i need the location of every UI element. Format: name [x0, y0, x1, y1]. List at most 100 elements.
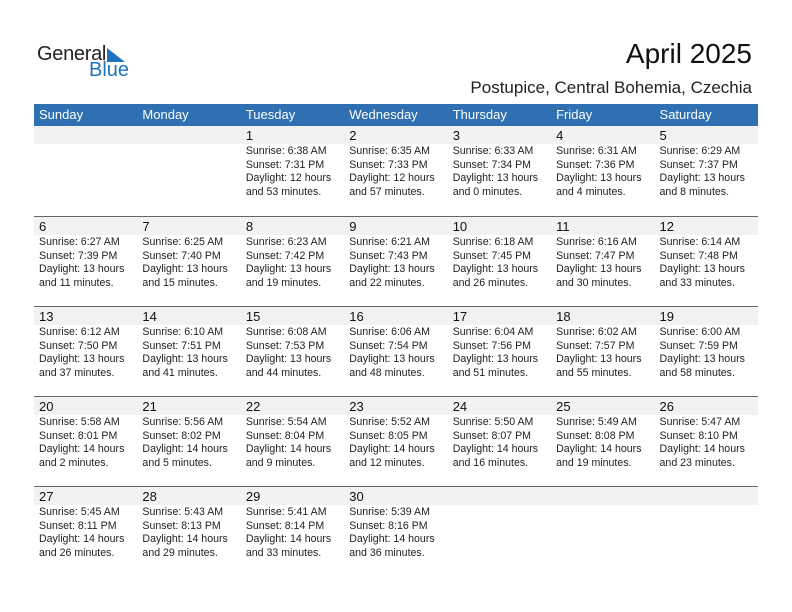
daylight-text: Daylight: 13 hours [245, 263, 332, 275]
day-number-band [34, 307, 758, 325]
daylight-text: Daylight: 13 hours [556, 172, 642, 184]
day-cell: 3 Sunrise: 6:33 AM Sunset: 7:34 PM Daylight… [448, 126, 551, 199]
day-number-band [34, 397, 758, 415]
empty-day-cell [448, 487, 551, 560]
sunset-text: Sunset: 8:16 PM [349, 519, 428, 532]
daylight-text: Daylight: 14 hours [142, 443, 228, 455]
sunrise-text: Sunrise: 6:27 AM [39, 236, 120, 248]
daylight-text: and 29 minutes. [142, 546, 218, 559]
daylight-text: Daylight: 14 hours [245, 533, 332, 545]
daylight-text: and 0 minutes. [452, 185, 523, 198]
daylight-text: and 44 minutes. [245, 366, 322, 379]
weekday-saturday: Saturday [659, 107, 712, 122]
sunrise-text: Sunrise: 5:49 AM [556, 416, 637, 428]
day-number: 17 [452, 309, 468, 324]
week-row: 6 Sunrise: 6:27 AM Sunset: 7:39 PM Daylight… [34, 216, 758, 306]
sunset-text: Sunset: 7:53 PM [245, 339, 325, 352]
day-number: 30 [349, 489, 364, 504]
daylight-text: and 51 minutes. [452, 366, 529, 379]
daylight-text: Daylight: 14 hours [142, 533, 228, 545]
daylight-text: Daylight: 13 hours [142, 263, 228, 275]
daylight-text: and 41 minutes. [142, 366, 218, 379]
day-cell: 13 Sunrise: 6:12 AM Sunset: 7:50 PM Dayligh… [34, 307, 137, 380]
sunrise-text: Sunrise: 6:16 AM [556, 236, 637, 248]
sunset-text: Sunset: 8:08 PM [556, 429, 635, 442]
daylight-text: and 57 minutes. [349, 185, 425, 198]
day-number: 10 [452, 219, 468, 234]
day-cell: 12 Sunrise: 6:14 AM Sunset: 7:48 PM Dayligh… [655, 217, 758, 290]
day-number: 24 [452, 399, 468, 414]
page-title: April 2025 [625, 38, 752, 69]
daylight-text: and 23 minutes. [659, 456, 735, 469]
day-cell: 21 Sunrise: 5:56 AM Sunset: 8:02 PM Dayligh… [137, 397, 240, 470]
sunset-text: Sunset: 7:48 PM [659, 249, 738, 262]
sunrise-text: Sunrise: 5:41 AM [245, 506, 327, 518]
daylight-text: Daylight: 14 hours [452, 443, 539, 455]
day-number: 29 [245, 489, 261, 504]
day-cell: 9 Sunrise: 6:21 AM Sunset: 7:43 PM Daylight… [344, 217, 447, 290]
sunset-text: Sunset: 7:54 PM [349, 339, 428, 352]
sunset-text: Sunset: 7:34 PM [452, 158, 532, 171]
daylight-text: Daylight: 13 hours [452, 353, 539, 365]
sunset-text: Sunset: 8:04 PM [245, 429, 325, 442]
day-number: 12 [659, 219, 674, 234]
sunrise-text: Sunrise: 6:33 AM [452, 145, 534, 157]
logo: General Blue [37, 43, 137, 83]
sunset-text: Sunset: 7:47 PM [556, 249, 635, 262]
daylight-text: Daylight: 13 hours [452, 172, 539, 184]
sunset-text: Sunset: 7:31 PM [245, 158, 325, 171]
sunrise-text: Sunrise: 5:56 AM [142, 416, 224, 428]
daylight-text: and 15 minutes. [142, 276, 218, 289]
day-cell: 8 Sunrise: 6:23 AM Sunset: 7:42 PM Daylight… [241, 217, 344, 290]
sunrise-text: Sunrise: 5:43 AM [142, 506, 224, 518]
day-cell: 6 Sunrise: 6:27 AM Sunset: 7:39 PM Daylight… [34, 217, 137, 290]
day-cell: 10 Sunrise: 6:18 AM Sunset: 7:45 PM Dayligh… [448, 217, 551, 290]
day-cell: 16 Sunrise: 6:06 AM Sunset: 7:54 PM Dayligh… [344, 307, 447, 380]
sunrise-text: Sunrise: 6:21 AM [349, 236, 430, 248]
day-cell: 26 Sunrise: 5:47 AM Sunset: 8:10 PM Dayligh… [655, 397, 758, 470]
sunset-text: Sunset: 8:05 PM [349, 429, 428, 442]
sunset-text: Sunset: 8:01 PM [39, 429, 118, 442]
daylight-text: Daylight: 13 hours [39, 353, 125, 365]
sunset-text: Sunset: 7:56 PM [452, 339, 532, 352]
day-number: 15 [245, 309, 261, 324]
day-cell: 19 Sunrise: 6:00 AM Sunset: 7:59 PM Dayligh… [655, 307, 758, 380]
day-number: 25 [556, 399, 571, 414]
daylight-text: and 48 minutes. [349, 366, 425, 379]
day-number-band [34, 217, 758, 235]
logo-triangle-icon [107, 48, 125, 62]
sunset-text: Sunset: 7:43 PM [349, 249, 428, 262]
empty-day-cell [655, 487, 758, 560]
daylight-text: and 16 minutes. [452, 456, 529, 469]
calendar-grid: Sunday Monday Tuesday Wednesday Thursday Frid… [34, 104, 758, 576]
empty-day-cell [137, 126, 240, 199]
daylight-text: Daylight: 13 hours [349, 263, 435, 275]
sunset-text: Sunset: 8:13 PM [142, 519, 221, 532]
daylight-text: Daylight: 14 hours [659, 443, 745, 455]
day-number: 6 [39, 219, 47, 234]
sunset-text: Sunset: 7:36 PM [556, 158, 635, 171]
daylight-text: and 55 minutes. [556, 366, 632, 379]
daylight-text: and 22 minutes. [349, 276, 425, 289]
sunrise-text: Sunrise: 6:14 AM [659, 236, 741, 248]
sunset-text: Sunset: 7:33 PM [349, 158, 428, 171]
daylight-text: and 8 minutes. [659, 185, 730, 198]
sunrise-text: Sunrise: 6:18 AM [452, 236, 534, 248]
weekday-sunday: Sunday [39, 107, 84, 122]
daylight-text: Daylight: 14 hours [245, 443, 332, 455]
daylight-text: Daylight: 13 hours [39, 263, 125, 275]
day-number: 23 [349, 399, 364, 414]
sunrise-text: Sunrise: 6:08 AM [245, 326, 327, 338]
daylight-text: and 19 minutes. [245, 276, 322, 289]
day-cell: 14 Sunrise: 6:10 AM Sunset: 7:51 PM Dayligh… [137, 307, 240, 380]
weekday-thursday: Thursday [452, 107, 507, 122]
day-cell: 24 Sunrise: 5:50 AM Sunset: 8:07 PM Dayligh… [448, 397, 551, 470]
day-number-band [34, 487, 758, 505]
daylight-text: and 19 minutes. [556, 456, 632, 469]
day-number: 27 [39, 489, 54, 504]
daylight-text: and 9 minutes. [245, 456, 316, 469]
sunset-text: Sunset: 8:14 PM [245, 519, 325, 532]
sunrise-text: Sunrise: 6:02 AM [556, 326, 637, 338]
daylight-text: Daylight: 12 hours [349, 172, 435, 184]
daylight-text: and 11 minutes. [39, 276, 114, 289]
